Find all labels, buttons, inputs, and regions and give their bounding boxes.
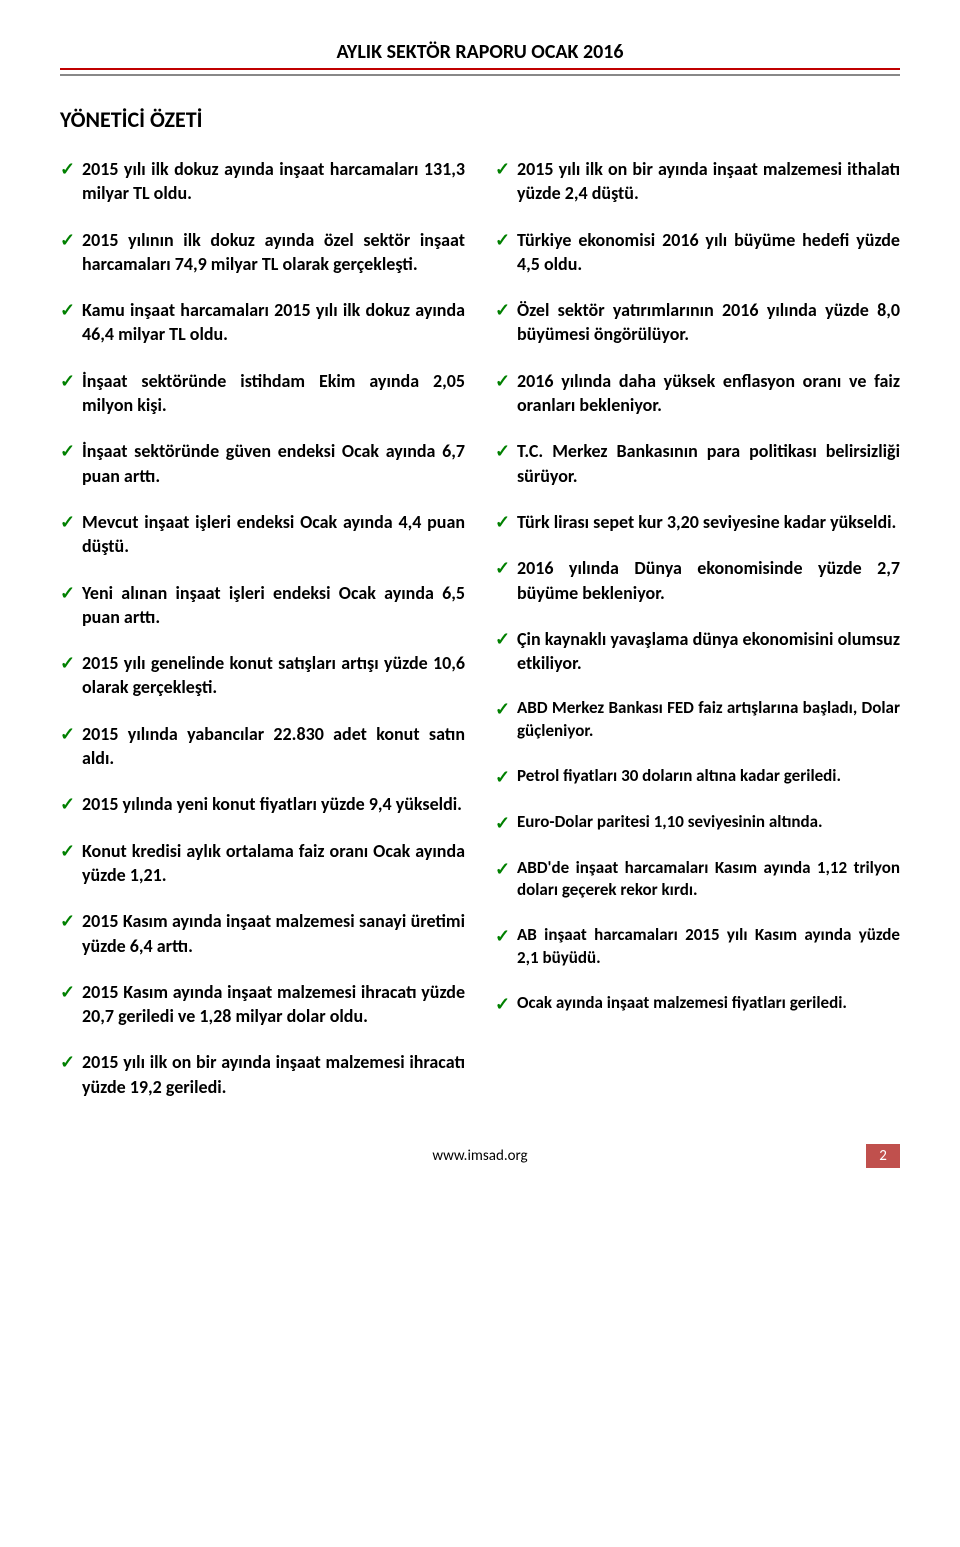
bullet-item: ✓Kamu inşaat harcamaları 2015 yılı ilk d… [60, 298, 465, 347]
bullet-text: Kamu inşaat harcamaları 2015 yılı ilk do… [82, 298, 465, 347]
footer: www.imsad.org 2 [60, 1141, 900, 1171]
check-icon: ✓ [495, 298, 517, 322]
bullet-item: ✓2015 yılı ilk on bir ayında inşaat malz… [60, 1050, 465, 1099]
bullet-item: ✓2015 yılı ilk on bir ayında inşaat malz… [495, 157, 900, 206]
bullet-item: ✓Türkiye ekonomisi 2016 yılı büyüme hede… [495, 228, 900, 277]
check-icon: ✓ [495, 992, 517, 1016]
check-icon: ✓ [60, 839, 82, 863]
bullet-text: Ocak ayında inşaat malzemesi fiyatları g… [517, 992, 900, 1015]
check-icon: ✓ [60, 909, 82, 933]
bullet-item: ✓Mevcut inşaat işleri endeksi Ocak ayınd… [60, 510, 465, 559]
bullet-text: Yeni alınan inşaat işleri endeksi Ocak a… [82, 581, 465, 630]
bullet-item: ✓Çin kaynaklı yavaşlama dünya ekonomisin… [495, 627, 900, 676]
bullet-text: 2015 Kasım ayında inşaat malzemesi ihrac… [82, 980, 465, 1029]
content-columns: ✓2015 yılı ilk dokuz ayında inşaat harca… [60, 157, 900, 1121]
bullet-item: ✓2016 yılında daha yüksek enflasyon oran… [495, 369, 900, 418]
check-icon: ✓ [60, 228, 82, 252]
page-container: AYLIK SEKTÖR RAPORU OCAK 2016 YÖNETİCİ Ö… [0, 0, 960, 1191]
bullet-text: Özel sektör yatırımlarının 2016 yılında … [517, 298, 900, 347]
page-number-box: 2 [866, 1144, 900, 1168]
check-icon: ✓ [495, 857, 517, 881]
bullet-item: ✓Konut kredisi aylık ortalama faiz oranı… [60, 839, 465, 888]
check-icon: ✓ [495, 556, 517, 580]
bullet-item: ✓Euro-Dolar paritesi 1,10 seviyesinin al… [495, 811, 900, 835]
bullet-text: 2016 yılında daha yüksek enflasyon oranı… [517, 369, 900, 418]
bullet-item: ✓2015 yılı genelinde konut satışları art… [60, 651, 465, 700]
bullet-text: ABD Merkez Bankası FED faiz artışlarına … [517, 697, 900, 743]
bullet-text: 2015 yılı genelinde konut satışları artı… [82, 651, 465, 700]
bullet-item: ✓Türk lirası sepet kur 3,20 seviyesine k… [495, 510, 900, 534]
check-icon: ✓ [495, 157, 517, 181]
check-icon: ✓ [60, 980, 82, 1004]
bullet-item: ✓İnşaat sektöründe güven endeksi Ocak ay… [60, 439, 465, 488]
bullet-text: Konut kredisi aylık ortalama faiz oranı … [82, 839, 465, 888]
bullet-text: ABD'de inşaat harcamaları Kasım ayında 1… [517, 857, 900, 903]
bullet-item: ✓2015 yılında yabancılar 22.830 adet kon… [60, 722, 465, 771]
bullet-item: ✓2015 yılı ilk dokuz ayında inşaat harca… [60, 157, 465, 206]
bullet-item: ✓ABD'de inşaat harcamaları Kasım ayında … [495, 857, 900, 903]
bullet-item: ✓2015 yılında yeni konut fiyatları yüzde… [60, 792, 465, 816]
check-icon: ✓ [495, 627, 517, 651]
check-icon: ✓ [60, 510, 82, 534]
bullet-item: ✓2015 yılının ilk dokuz ayında özel sekt… [60, 228, 465, 277]
bullet-text: Türk lirası sepet kur 3,20 seviyesine ka… [517, 510, 900, 534]
check-icon: ✓ [495, 439, 517, 463]
check-icon: ✓ [495, 811, 517, 835]
header-rule [60, 72, 900, 76]
bullet-text: Çin kaynaklı yavaşlama dünya ekonomisini… [517, 627, 900, 676]
bullet-text: 2015 Kasım ayında inşaat malzemesi sanay… [82, 909, 465, 958]
bullet-text: 2015 yılında yeni konut fiyatları yüzde … [82, 792, 465, 816]
bullet-item: ✓Özel sektör yatırımlarının 2016 yılında… [495, 298, 900, 347]
bullet-text: 2015 yılı ilk on bir ayında inşaat malze… [82, 1050, 465, 1099]
bullet-text: T.C. Merkez Bankasının para politikası b… [517, 439, 900, 488]
check-icon: ✓ [60, 722, 82, 746]
bullet-text: İnşaat sektöründe güven endeksi Ocak ayı… [82, 439, 465, 488]
check-icon: ✓ [60, 792, 82, 816]
check-icon: ✓ [60, 439, 82, 463]
bullet-text: AB inşaat harcamaları 2015 yılı Kasım ay… [517, 924, 900, 970]
bullet-item: ✓2015 Kasım ayında inşaat malzemesi sana… [60, 909, 465, 958]
bullet-item: ✓ABD Merkez Bankası FED faiz artışlarına… [495, 697, 900, 743]
check-icon: ✓ [60, 369, 82, 393]
footer-url: www.imsad.org [432, 1147, 527, 1165]
bullet-text: 2015 yılı ilk dokuz ayında inşaat harcam… [82, 157, 465, 206]
check-icon: ✓ [495, 510, 517, 534]
check-icon: ✓ [495, 228, 517, 252]
bullet-text: İnşaat sektöründe istihdam Ekim ayında 2… [82, 369, 465, 418]
left-column: ✓2015 yılı ilk dokuz ayında inşaat harca… [60, 157, 465, 1121]
bullet-text: Petrol fiyatları 30 doların altına kadar… [517, 765, 900, 788]
bullet-text: 2016 yılında Dünya ekonomisinde yüzde 2,… [517, 556, 900, 605]
check-icon: ✓ [60, 651, 82, 675]
bullet-text: 2015 yılında yabancılar 22.830 adet konu… [82, 722, 465, 771]
bullet-text: 2015 yılının ilk dokuz ayında özel sektö… [82, 228, 465, 277]
bullet-item: ✓İnşaat sektöründe istihdam Ekim ayında … [60, 369, 465, 418]
check-icon: ✓ [60, 1050, 82, 1074]
bullet-item: ✓Yeni alınan inşaat işleri endeksi Ocak … [60, 581, 465, 630]
page-number: 2 [879, 1147, 887, 1165]
bullet-item: ✓T.C. Merkez Bankasının para politikası … [495, 439, 900, 488]
check-icon: ✓ [495, 369, 517, 393]
bullet-item: ✓AB inşaat harcamaları 2015 yılı Kasım a… [495, 924, 900, 970]
check-icon: ✓ [60, 157, 82, 181]
bullet-text: Euro-Dolar paritesi 1,10 seviyesinin alt… [517, 811, 900, 834]
check-icon: ✓ [495, 924, 517, 948]
bullet-text: 2015 yılı ilk on bir ayında inşaat malze… [517, 157, 900, 206]
check-icon: ✓ [60, 298, 82, 322]
page-header: AYLIK SEKTÖR RAPORU OCAK 2016 [60, 40, 900, 70]
bullet-text: Mevcut inşaat işleri endeksi Ocak ayında… [82, 510, 465, 559]
right-column: ✓2015 yılı ilk on bir ayında inşaat malz… [495, 157, 900, 1121]
bullet-item: ✓2015 Kasım ayında inşaat malzemesi ihra… [60, 980, 465, 1029]
check-icon: ✓ [495, 765, 517, 789]
bullet-item: ✓Petrol fiyatları 30 doların altına kada… [495, 765, 900, 789]
bullet-item: ✓Ocak ayında inşaat malzemesi fiyatları … [495, 992, 900, 1016]
bullet-item: ✓2016 yılında Dünya ekonomisinde yüzde 2… [495, 556, 900, 605]
check-icon: ✓ [495, 697, 517, 721]
bullet-text: Türkiye ekonomisi 2016 yılı büyüme hedef… [517, 228, 900, 277]
section-title: YÖNETİCİ ÖZETİ [60, 106, 900, 133]
check-icon: ✓ [60, 581, 82, 605]
